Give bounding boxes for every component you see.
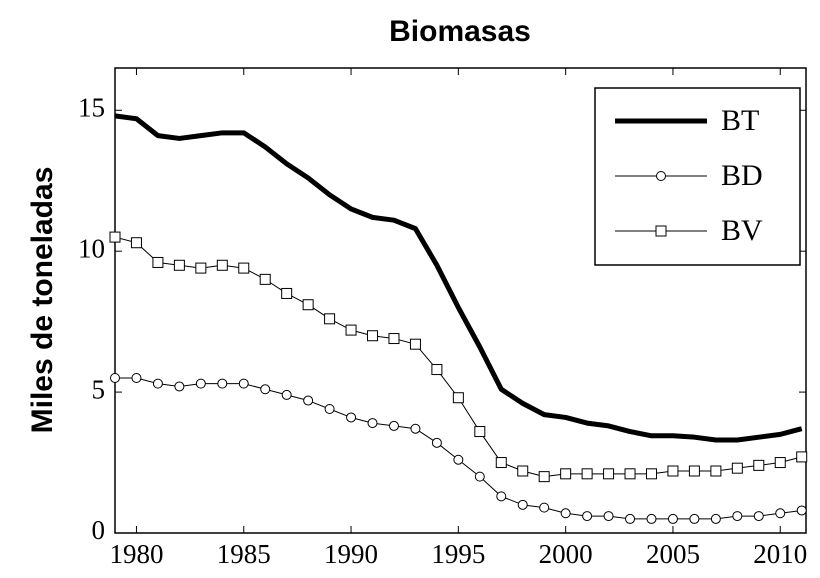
marker — [173, 259, 185, 271]
marker — [431, 437, 442, 448]
x-tick-label: 1995 — [431, 539, 485, 569]
marker — [217, 378, 228, 389]
marker — [775, 508, 786, 519]
marker — [410, 423, 421, 434]
marker — [453, 454, 464, 465]
x-tick-label: 2010 — [753, 539, 807, 569]
marker — [110, 373, 120, 383]
marker — [324, 404, 335, 414]
marker — [582, 511, 593, 522]
marker — [689, 513, 700, 524]
marker — [238, 378, 249, 389]
legend-label: BT — [721, 104, 759, 137]
x-tick-label: 1985 — [217, 539, 271, 569]
marker — [560, 468, 572, 480]
x-tick-label: 1980 — [109, 539, 163, 569]
marker — [688, 465, 700, 477]
y-tick-label: 10 — [78, 233, 105, 263]
marker — [581, 468, 593, 480]
marker — [517, 465, 529, 477]
marker — [517, 499, 528, 510]
marker — [560, 508, 571, 519]
y-tick-label: 0 — [92, 515, 106, 545]
marker — [346, 412, 357, 423]
marker — [367, 330, 379, 342]
marker — [324, 313, 336, 325]
chart-title: Biomasas — [389, 15, 531, 48]
marker — [796, 451, 808, 463]
marker — [131, 373, 142, 383]
marker — [452, 392, 464, 404]
marker — [260, 384, 271, 395]
y-tick-label: 5 — [92, 374, 106, 404]
marker — [474, 471, 485, 482]
marker — [539, 502, 550, 513]
x-tick-label: 2000 — [539, 539, 593, 569]
legend-label: BV — [721, 214, 763, 247]
marker — [495, 457, 507, 469]
y-axis-label: Miles de toneladas — [26, 167, 59, 434]
marker — [109, 231, 121, 243]
marker — [603, 468, 615, 480]
marker — [388, 420, 399, 431]
x-tick-label: 1990 — [324, 539, 378, 569]
marker — [710, 465, 722, 477]
marker — [152, 378, 163, 389]
legend-marker — [655, 225, 667, 237]
marker — [496, 491, 507, 502]
marker — [152, 256, 164, 268]
marker — [367, 418, 378, 429]
marker — [646, 513, 657, 524]
marker — [538, 471, 550, 483]
marker — [302, 299, 314, 311]
marker — [281, 389, 292, 400]
marker — [645, 468, 657, 480]
marker — [753, 511, 764, 522]
plot-area — [114, 67, 807, 534]
marker — [130, 237, 142, 249]
marker — [625, 513, 636, 524]
marker — [216, 259, 228, 271]
marker — [667, 513, 678, 524]
marker — [796, 505, 807, 516]
marker — [259, 273, 271, 285]
x-tick-label: 2005 — [646, 539, 700, 569]
marker — [667, 465, 679, 477]
legend-label: BD — [721, 159, 763, 192]
marker — [603, 511, 614, 522]
marker — [238, 262, 250, 274]
marker — [195, 262, 207, 274]
marker — [732, 511, 743, 522]
y-tick-label: 15 — [78, 92, 105, 122]
series-line — [114, 113, 803, 443]
legend-marker — [656, 171, 666, 181]
marker — [753, 459, 765, 471]
marker — [431, 364, 443, 376]
marker — [388, 333, 400, 345]
marker — [409, 338, 421, 350]
marker — [174, 381, 185, 392]
marker — [731, 462, 743, 474]
marker — [195, 378, 206, 389]
marker — [624, 468, 636, 480]
marker — [345, 324, 357, 336]
marker — [774, 457, 786, 469]
marker — [710, 513, 721, 524]
marker — [474, 426, 486, 438]
series-line — [114, 236, 802, 478]
marker — [281, 287, 293, 299]
marker — [303, 395, 314, 406]
